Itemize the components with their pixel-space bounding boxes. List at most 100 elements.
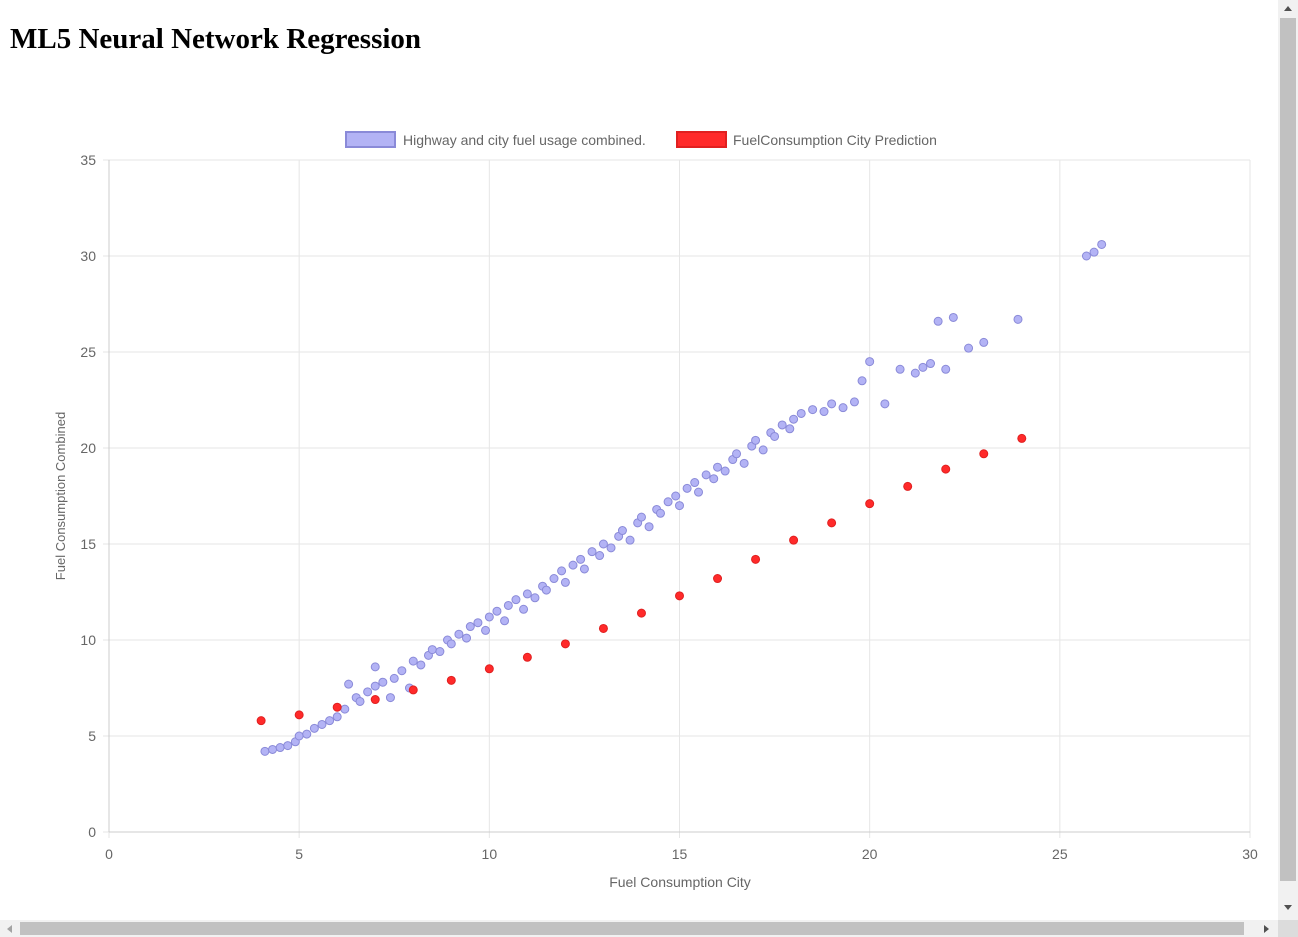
data-point — [519, 604, 529, 614]
chart-axes: 0 5 10 15 20 25 30 0 5 10 15 20 25 30 35 — [80, 152, 1258, 862]
chart-marks — [256, 239, 1107, 756]
data-point — [751, 435, 761, 445]
vertical-scrollbar-thumb[interactable] — [1280, 18, 1296, 881]
prediction-point — [636, 608, 646, 618]
x-tick-label: 30 — [1242, 846, 1258, 862]
y-tick-label: 15 — [80, 536, 96, 552]
data-point — [309, 723, 319, 733]
data-point — [435, 647, 445, 657]
data-point — [332, 712, 342, 722]
data-point — [918, 362, 928, 372]
data-point — [355, 696, 365, 706]
data-point — [579, 564, 589, 574]
series-combined — [260, 239, 1107, 756]
data-point — [325, 716, 335, 726]
data-point — [849, 397, 859, 407]
data-point — [606, 543, 616, 553]
data-point — [758, 445, 768, 455]
prediction-point — [827, 518, 837, 528]
y-tick-label: 20 — [80, 440, 96, 456]
data-point — [302, 729, 312, 739]
x-tick-label: 20 — [862, 846, 878, 862]
prediction-point — [1017, 433, 1027, 443]
legend-label: Highway and city fuel usage combined. — [403, 132, 646, 148]
x-tick-label: 0 — [105, 846, 113, 862]
data-point — [636, 512, 646, 522]
data-point — [671, 491, 681, 501]
data-point — [397, 666, 407, 676]
data-point — [560, 577, 570, 587]
legend-swatch — [345, 131, 396, 148]
y-tick-label: 10 — [80, 632, 96, 648]
data-point — [713, 462, 723, 472]
prediction-point — [713, 574, 723, 584]
data-point — [598, 539, 608, 549]
prediction-point — [332, 702, 342, 712]
y-axis-label: Fuel Consumption Combined — [53, 412, 68, 580]
y-tick-label: 0 — [88, 824, 96, 840]
data-point — [789, 414, 799, 424]
data-point — [675, 501, 684, 511]
x-tick-label: 15 — [672, 846, 688, 862]
prediction-point — [789, 535, 799, 545]
x-tick-label: 10 — [482, 846, 498, 862]
data-point — [522, 589, 532, 599]
data-point — [557, 566, 567, 576]
data-point — [857, 376, 867, 386]
data-point — [462, 633, 472, 643]
data-point — [492, 606, 502, 616]
data-point — [838, 403, 848, 413]
data-point — [465, 622, 475, 632]
data-point — [378, 677, 388, 687]
data-point — [481, 625, 491, 635]
data-point — [363, 687, 373, 697]
prediction-point — [979, 449, 989, 459]
data-point — [549, 574, 559, 584]
data-point — [785, 424, 795, 434]
data-point — [317, 719, 327, 729]
data-point — [340, 704, 350, 714]
scroll-left-arrow-icon[interactable] — [7, 925, 12, 933]
data-point — [819, 407, 829, 417]
y-tick-label: 30 — [80, 248, 96, 264]
horizontal-scrollbar-thumb[interactable] — [20, 922, 1244, 935]
x-axis-label: Fuel Consumption City — [609, 874, 751, 890]
data-point — [644, 522, 654, 532]
page-title: ML5 Neural Network Regression — [10, 23, 422, 55]
prediction-point — [865, 499, 875, 509]
data-point — [503, 600, 513, 610]
prediction-point — [751, 554, 761, 564]
data-point — [709, 474, 719, 484]
data-point — [385, 693, 395, 703]
data-point — [694, 487, 704, 497]
prediction-point — [484, 664, 494, 674]
data-point — [268, 744, 278, 754]
data-point — [1081, 251, 1091, 261]
data-point — [484, 612, 494, 622]
prediction-point — [370, 695, 380, 705]
data-point — [541, 585, 551, 595]
data-point — [294, 731, 304, 741]
prediction-point — [675, 591, 684, 601]
data-point — [926, 359, 936, 369]
data-point — [682, 483, 692, 493]
y-tick-label: 25 — [80, 344, 96, 360]
data-point — [941, 364, 951, 374]
data-point — [701, 470, 711, 480]
prediction-point — [560, 639, 570, 649]
scroll-down-arrow-icon[interactable] — [1284, 905, 1292, 910]
data-point — [910, 368, 920, 378]
data-point — [416, 660, 426, 670]
data-point — [260, 746, 270, 756]
data-point — [446, 639, 456, 649]
prediction-point — [941, 464, 951, 474]
data-point — [777, 420, 787, 430]
scroll-up-arrow-icon[interactable] — [1284, 6, 1292, 11]
scroll-right-arrow-icon[interactable] — [1264, 925, 1269, 933]
chart-legend: Highway and city fuel usage combined. Fue… — [345, 131, 937, 148]
prediction-point — [256, 716, 266, 726]
data-point — [576, 554, 586, 564]
data-point — [690, 478, 700, 488]
data-point — [473, 618, 483, 628]
scrollbar-corner — [1278, 920, 1298, 937]
